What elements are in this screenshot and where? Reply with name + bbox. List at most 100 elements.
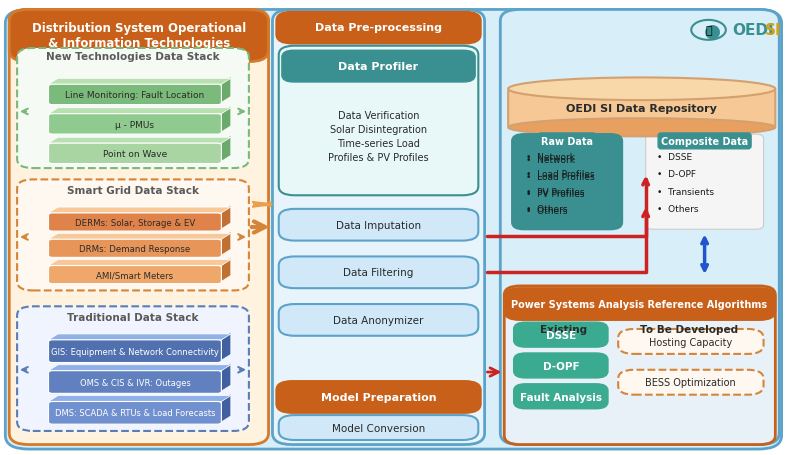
Text: Composite Data: Composite Data xyxy=(661,136,748,147)
Polygon shape xyxy=(222,232,231,256)
Polygon shape xyxy=(222,77,231,103)
Ellipse shape xyxy=(508,119,775,137)
FancyBboxPatch shape xyxy=(17,49,249,169)
Text: •  DSSE: • DSSE xyxy=(658,153,693,162)
Polygon shape xyxy=(222,394,231,422)
FancyBboxPatch shape xyxy=(49,85,222,106)
Polygon shape xyxy=(49,79,231,85)
Text: DRMs: Demand Response: DRMs: Demand Response xyxy=(79,244,190,253)
Text: Data Profiler: Data Profiler xyxy=(338,62,418,72)
FancyBboxPatch shape xyxy=(273,10,485,445)
FancyBboxPatch shape xyxy=(49,266,222,284)
FancyBboxPatch shape xyxy=(278,209,478,241)
FancyBboxPatch shape xyxy=(6,10,782,449)
FancyBboxPatch shape xyxy=(49,402,222,424)
Text: ●: ● xyxy=(704,21,721,40)
Polygon shape xyxy=(222,363,231,391)
Polygon shape xyxy=(49,365,231,371)
Text: OEDI: OEDI xyxy=(732,23,774,38)
Polygon shape xyxy=(222,332,231,360)
FancyBboxPatch shape xyxy=(500,10,779,445)
Polygon shape xyxy=(222,205,231,229)
Text: Hosting Capacity: Hosting Capacity xyxy=(649,337,732,347)
FancyBboxPatch shape xyxy=(278,415,478,440)
FancyBboxPatch shape xyxy=(17,307,249,431)
Text: •  D-OPF: • D-OPF xyxy=(658,170,697,179)
Text: •  Others: • Others xyxy=(658,204,699,213)
Text: •  Others: • Others xyxy=(526,204,568,213)
Text: Data Anonymizer: Data Anonymizer xyxy=(334,315,424,325)
FancyBboxPatch shape xyxy=(282,51,475,83)
Polygon shape xyxy=(222,106,231,132)
FancyBboxPatch shape xyxy=(278,257,478,288)
Text: •  Network: • Network xyxy=(526,153,575,162)
Polygon shape xyxy=(49,334,231,340)
Text: DERMs: Solar, Storage & EV: DERMs: Solar, Storage & EV xyxy=(75,218,195,227)
Polygon shape xyxy=(222,258,231,282)
FancyBboxPatch shape xyxy=(10,10,269,445)
Text: SI: SI xyxy=(765,23,782,38)
FancyBboxPatch shape xyxy=(49,371,222,394)
FancyBboxPatch shape xyxy=(49,115,222,135)
FancyBboxPatch shape xyxy=(49,240,222,258)
Polygon shape xyxy=(49,109,231,115)
FancyBboxPatch shape xyxy=(504,288,775,320)
FancyBboxPatch shape xyxy=(508,90,775,128)
Text: New Technologies Data Stack: New Technologies Data Stack xyxy=(46,51,219,61)
Text: BESS Optimization: BESS Optimization xyxy=(645,378,736,388)
Text: 🌿: 🌿 xyxy=(706,26,712,36)
Text: OMS & CIS & IVR: Outages: OMS & CIS & IVR: Outages xyxy=(79,378,190,387)
FancyBboxPatch shape xyxy=(516,148,618,228)
Text: •  Load Profiles: • Load Profiles xyxy=(526,170,595,179)
FancyBboxPatch shape xyxy=(514,384,608,409)
FancyBboxPatch shape xyxy=(49,340,222,363)
FancyBboxPatch shape xyxy=(278,304,478,336)
Text: Power Systems Analysis Reference Algorithms: Power Systems Analysis Reference Algorit… xyxy=(511,299,767,309)
Text: •  Transients: • Transients xyxy=(658,187,714,196)
FancyBboxPatch shape xyxy=(276,13,481,44)
FancyBboxPatch shape xyxy=(618,370,763,395)
FancyBboxPatch shape xyxy=(512,135,622,230)
Text: Point on Wave: Point on Wave xyxy=(103,150,167,159)
Text: •  Others: • Others xyxy=(526,207,568,216)
Text: Data Pre-processing: Data Pre-processing xyxy=(315,23,442,33)
Text: D-OPF: D-OPF xyxy=(542,361,579,371)
FancyBboxPatch shape xyxy=(504,286,775,445)
FancyBboxPatch shape xyxy=(514,353,608,378)
Text: Data Verification
Solar Disintegration
Time-series Load
Profiles & PV Profiles: Data Verification Solar Disintegration T… xyxy=(328,111,429,163)
Text: To Be Developed: To Be Developed xyxy=(640,324,738,334)
FancyBboxPatch shape xyxy=(618,329,763,354)
Text: μ - PMUs: μ - PMUs xyxy=(115,121,154,129)
FancyBboxPatch shape xyxy=(49,213,222,232)
Text: Fault Analysis: Fault Analysis xyxy=(520,392,602,402)
Text: AMI/Smart Meters: AMI/Smart Meters xyxy=(96,270,174,279)
Polygon shape xyxy=(49,207,231,213)
Text: Distribution System Operational
& Information Technologies: Distribution System Operational & Inform… xyxy=(32,22,246,50)
Polygon shape xyxy=(222,136,231,162)
Text: Raw Data: Raw Data xyxy=(541,136,593,147)
Text: DMS: SCADA & RTUs & Load Forecasts: DMS: SCADA & RTUs & Load Forecasts xyxy=(54,409,215,417)
Ellipse shape xyxy=(508,78,775,101)
Text: Traditional Data Stack: Traditional Data Stack xyxy=(67,312,198,322)
Polygon shape xyxy=(49,138,231,144)
Text: OEDI SI Data Repository: OEDI SI Data Repository xyxy=(566,104,717,114)
Text: Model Preparation: Model Preparation xyxy=(321,392,436,402)
FancyBboxPatch shape xyxy=(646,135,763,230)
Polygon shape xyxy=(49,260,231,266)
Text: Data Imputation: Data Imputation xyxy=(336,220,421,230)
FancyBboxPatch shape xyxy=(514,323,608,347)
Text: •  PV Profiles: • PV Profiles xyxy=(526,190,585,198)
Text: Raw Data: Raw Data xyxy=(539,139,595,149)
FancyBboxPatch shape xyxy=(10,10,269,62)
FancyBboxPatch shape xyxy=(49,144,222,164)
Text: Existing: Existing xyxy=(540,324,586,334)
Text: DSSE: DSSE xyxy=(546,330,576,340)
Polygon shape xyxy=(49,234,231,240)
FancyBboxPatch shape xyxy=(276,381,481,413)
FancyBboxPatch shape xyxy=(17,180,249,291)
Text: Line Monitoring: Fault Location: Line Monitoring: Fault Location xyxy=(66,91,205,100)
FancyBboxPatch shape xyxy=(278,46,478,196)
Text: Smart Grid Data Stack: Smart Grid Data Stack xyxy=(66,186,198,195)
Text: •  Load Profiles: • Load Profiles xyxy=(526,172,595,182)
Text: Model Conversion: Model Conversion xyxy=(332,423,425,433)
